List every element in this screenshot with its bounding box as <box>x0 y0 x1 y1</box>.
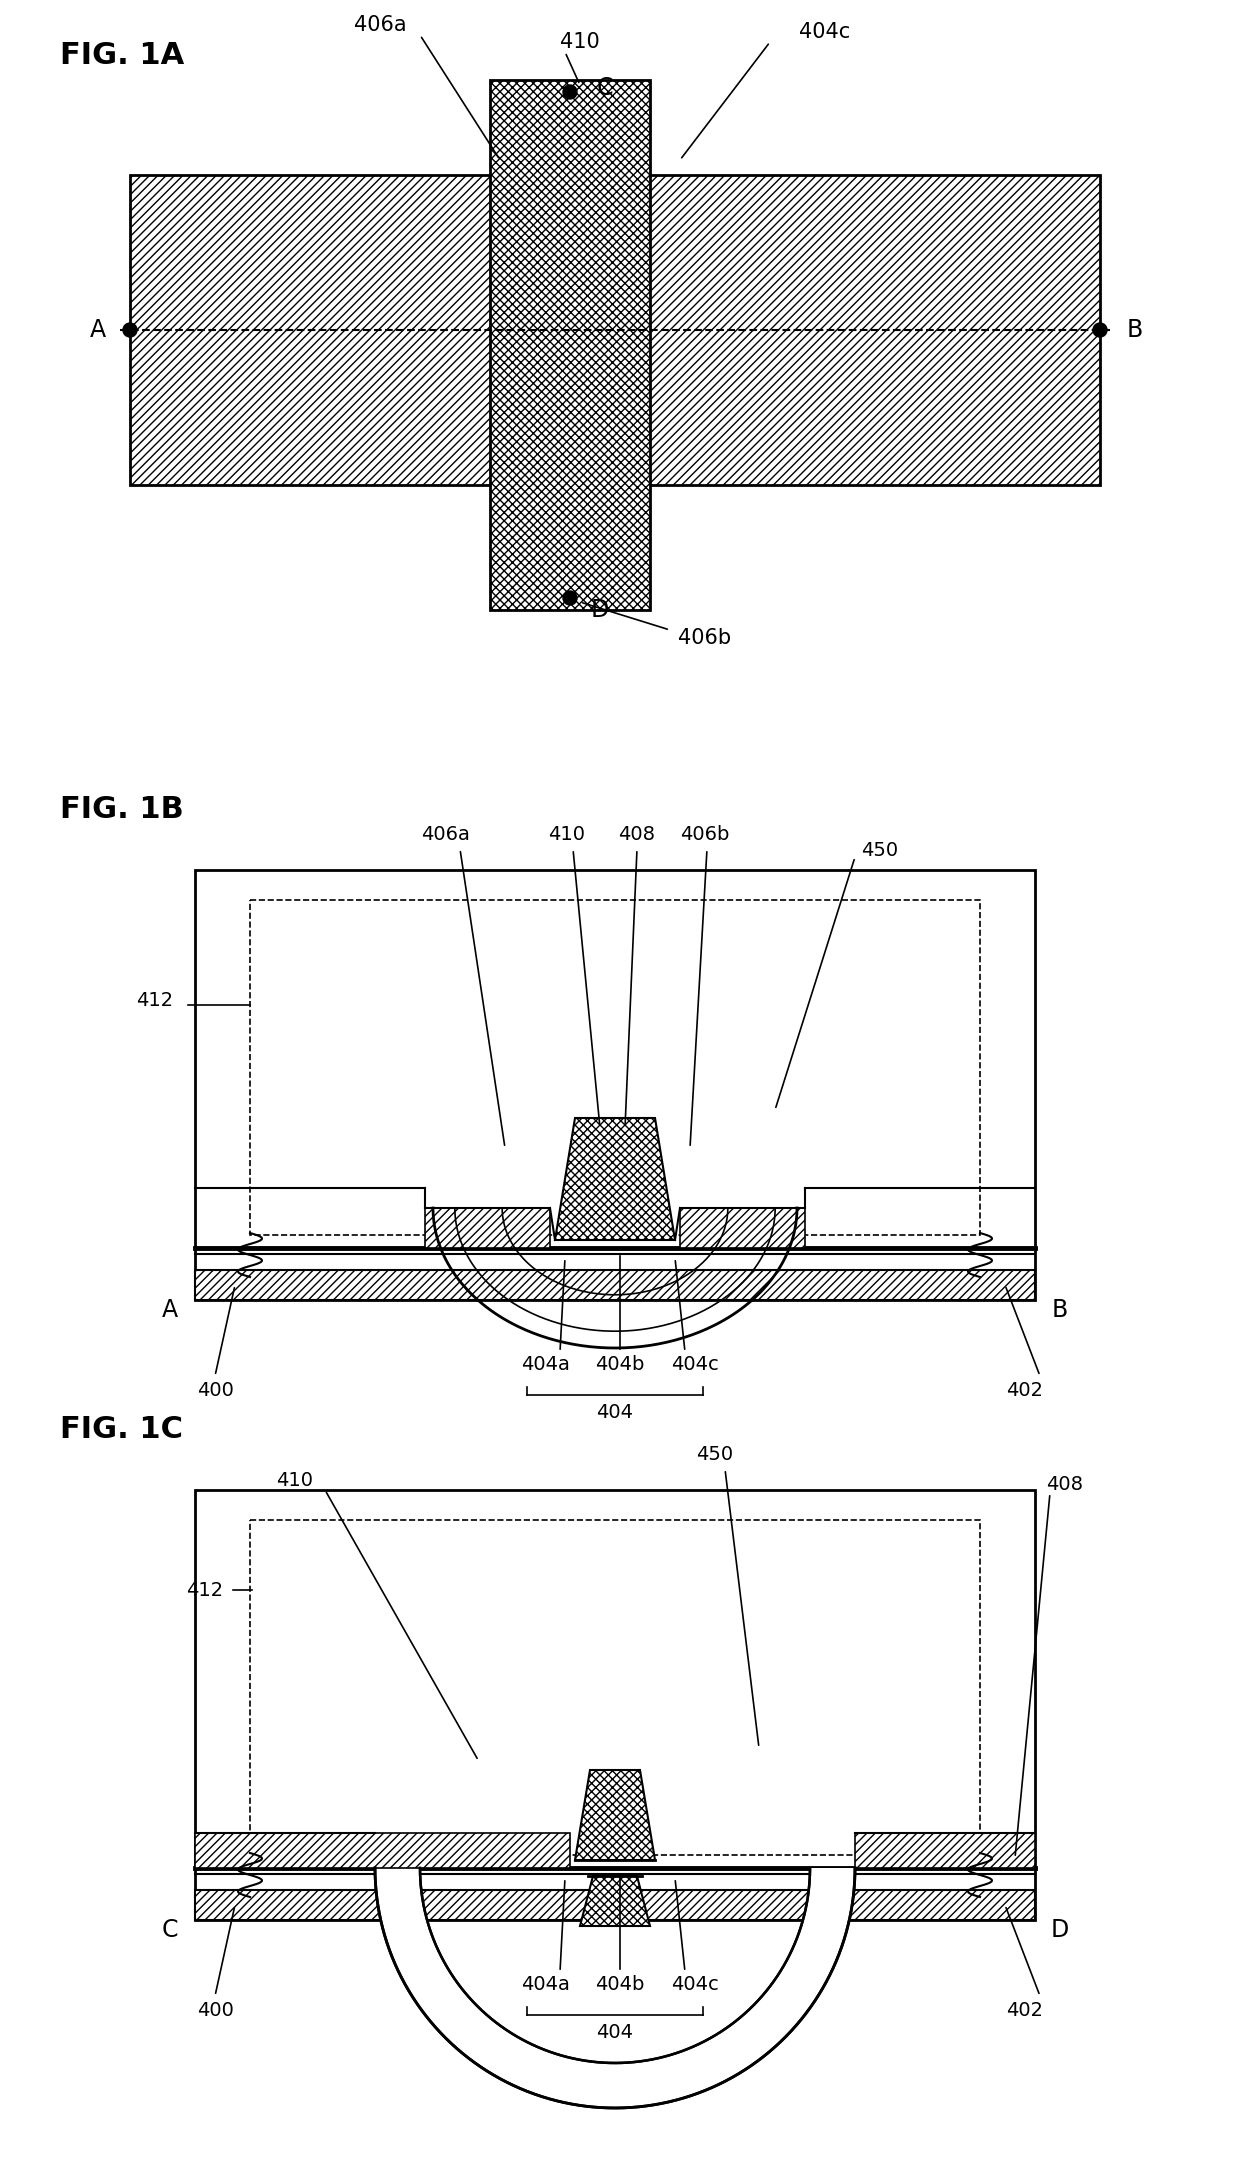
Text: A: A <box>91 319 107 342</box>
Text: 404a: 404a <box>521 1976 569 1994</box>
Polygon shape <box>575 1770 655 1859</box>
Text: 404c: 404c <box>671 1976 719 1994</box>
Bar <box>195 1890 1035 1920</box>
Bar <box>195 869 1035 1300</box>
Circle shape <box>123 323 136 338</box>
Text: 410: 410 <box>277 1471 314 1489</box>
Text: 404: 404 <box>596 1402 634 1422</box>
Bar <box>250 899 980 1235</box>
Text: 404c: 404c <box>671 1357 719 1374</box>
Text: 406b: 406b <box>678 628 732 648</box>
Polygon shape <box>556 1118 675 1240</box>
Polygon shape <box>680 1207 805 1248</box>
Bar <box>195 1833 570 1868</box>
Text: D: D <box>1050 1918 1069 1942</box>
Bar <box>856 1833 1035 1868</box>
Text: FIG. 1B: FIG. 1B <box>60 795 184 823</box>
Text: 412: 412 <box>186 1580 223 1599</box>
Circle shape <box>563 592 577 605</box>
Polygon shape <box>580 1877 650 1926</box>
Bar <box>195 1270 1035 1300</box>
Circle shape <box>563 85 577 100</box>
Text: A: A <box>162 1298 179 1322</box>
Text: 406a: 406a <box>420 826 470 845</box>
Text: C: C <box>161 1918 179 1942</box>
Text: 404c: 404c <box>800 22 851 41</box>
Text: D: D <box>591 598 609 622</box>
Text: 404b: 404b <box>595 1976 645 1994</box>
Bar <box>130 176 1100 485</box>
Bar <box>195 1491 1035 1920</box>
Text: FIG. 1A: FIG. 1A <box>60 41 185 69</box>
Text: FIG. 1C: FIG. 1C <box>60 1415 184 1445</box>
Text: 410: 410 <box>548 826 585 845</box>
Text: 402: 402 <box>1007 1380 1044 1400</box>
Text: 404a: 404a <box>521 1357 569 1374</box>
Text: C: C <box>596 76 614 100</box>
Text: B: B <box>1127 319 1143 342</box>
Bar <box>490 80 650 609</box>
Text: 400: 400 <box>197 1380 233 1400</box>
Text: 404: 404 <box>596 2022 634 2041</box>
Bar <box>250 1519 980 1855</box>
Text: 410: 410 <box>560 33 600 52</box>
Text: 450: 450 <box>697 1445 734 1465</box>
Text: 408: 408 <box>619 826 656 845</box>
Polygon shape <box>374 1868 856 2108</box>
Text: 406b: 406b <box>681 826 729 845</box>
Text: 406a: 406a <box>353 15 407 35</box>
Text: 400: 400 <box>197 2000 233 2020</box>
Text: B: B <box>1052 1298 1068 1322</box>
Circle shape <box>1092 323 1107 338</box>
Polygon shape <box>425 1207 551 1248</box>
Text: 404b: 404b <box>595 1357 645 1374</box>
Text: 412: 412 <box>136 990 174 1010</box>
Text: 402: 402 <box>1007 2000 1044 2020</box>
Text: 450: 450 <box>862 841 899 860</box>
Text: 408: 408 <box>1047 1476 1084 1495</box>
